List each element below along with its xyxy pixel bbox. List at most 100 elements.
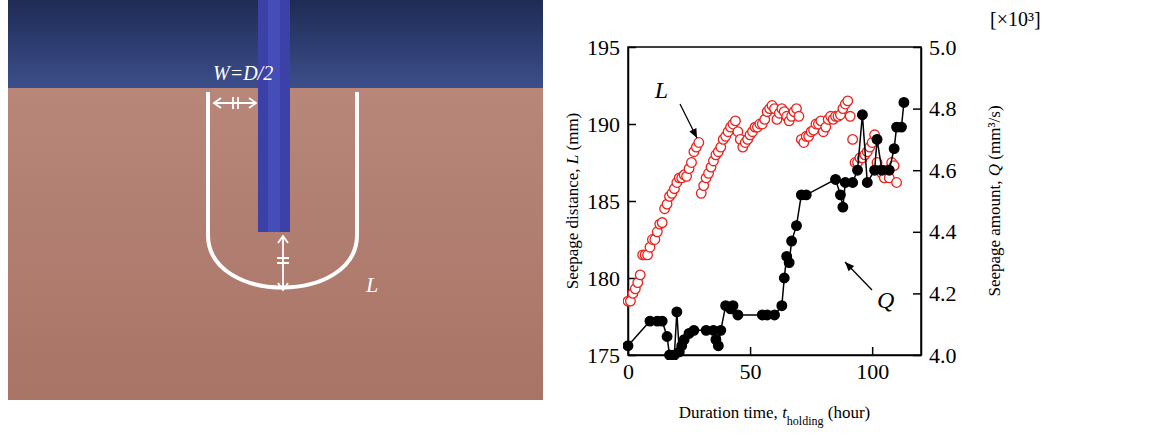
marker	[843, 96, 853, 106]
marker	[853, 165, 863, 175]
annotation-arrowhead	[845, 262, 854, 271]
tick-label: 4.4	[929, 219, 957, 244]
marker	[838, 202, 848, 212]
tick-mark	[872, 347, 874, 355]
tick-label: 4.0	[929, 343, 957, 368]
marker	[635, 270, 645, 280]
series-label: Q	[877, 287, 894, 313]
marker	[794, 112, 804, 122]
series-line	[628, 102, 904, 355]
tick-mark	[628, 124, 636, 126]
tick-mark	[913, 108, 921, 110]
marker	[662, 332, 672, 342]
series-annotation: Q	[845, 262, 894, 313]
marker	[716, 326, 726, 336]
marker	[862, 178, 872, 188]
axis-title: Seepage distance, L (mm)	[563, 113, 582, 290]
marker	[899, 98, 909, 108]
marker	[848, 178, 858, 188]
axis-title-part: Duration time,	[679, 403, 782, 422]
marker	[687, 158, 697, 168]
marker	[657, 316, 667, 326]
tick-label: 175	[587, 343, 620, 368]
axis-title: Duration time, tholding (hour)	[679, 403, 871, 428]
marker	[731, 116, 741, 126]
plot-frame	[628, 47, 921, 355]
axis-multiplier: [×10³]	[990, 8, 1041, 30]
seepage-path	[208, 92, 357, 288]
tick-label: 50	[740, 359, 762, 384]
marker	[733, 310, 743, 320]
series-0	[623, 96, 901, 306]
marker	[779, 273, 789, 283]
tick-label: 100	[856, 359, 889, 384]
marker	[897, 122, 907, 132]
tick: 4.4	[913, 219, 957, 244]
marker	[884, 165, 894, 175]
y2-axis: 4.0 4.2 4.4 4.6 4.8 5.0	[913, 35, 957, 368]
annotation-arrowhead	[689, 128, 697, 138]
tick-mark	[913, 170, 921, 172]
marker	[836, 190, 846, 200]
marker	[872, 135, 882, 145]
axis-title-part: Q	[985, 164, 1004, 176]
tick: 100	[856, 347, 889, 384]
tick-label: 185	[587, 189, 620, 214]
tick-label: 4.6	[929, 158, 957, 183]
tick-label: 195	[587, 35, 620, 60]
marker	[770, 310, 780, 320]
marker	[858, 110, 868, 120]
marker	[845, 112, 855, 122]
tick-mark	[750, 347, 752, 355]
marker	[672, 307, 682, 317]
marker	[784, 258, 794, 268]
axis-title-part: (hour)	[824, 403, 871, 422]
axis-title-part: Seepage distance,	[563, 164, 582, 289]
marker	[801, 190, 811, 200]
marker	[694, 138, 704, 148]
tick-mark	[913, 293, 921, 295]
marker	[831, 175, 841, 185]
length-label: L	[365, 272, 378, 297]
tick-label: 0	[623, 359, 634, 384]
axis-title-part: (mm)	[563, 113, 582, 155]
axis-title-part: holding	[787, 414, 824, 428]
tick: 50	[740, 347, 762, 384]
axis-title-part: L	[563, 155, 582, 165]
marker	[892, 178, 902, 188]
tick-mark	[913, 232, 921, 234]
tick: 4.6	[913, 158, 957, 183]
marker	[728, 301, 738, 311]
marker	[623, 341, 633, 351]
tick-label: 4.8	[929, 96, 957, 121]
series-1	[623, 98, 909, 360]
sheet-pile-shade	[268, 0, 280, 232]
tick-label: 5.0	[929, 35, 957, 60]
tick: 4.2	[913, 281, 957, 306]
marker	[792, 221, 802, 231]
chart: 0 50 100 175 180 185 190 195 4.0 4.2 4.4 4.6 4.8 5.0 L…	[563, 8, 1041, 428]
photo-panel: W=D/2 L	[8, 0, 543, 400]
series-annotation: L	[654, 77, 697, 138]
marker	[777, 301, 787, 311]
tick: 4.8	[913, 96, 957, 121]
tick-label: 180	[587, 266, 620, 291]
marker	[848, 135, 858, 145]
marker	[889, 144, 899, 154]
series-label: L	[654, 77, 668, 103]
axis-title: Seepage amount, Q (mm³/s)	[985, 105, 1004, 296]
plot-marks	[623, 96, 909, 360]
axis-title-part: (mm³/s)	[985, 105, 1004, 163]
marker	[787, 236, 797, 246]
tick-label: 190	[587, 112, 620, 137]
sheet-pile	[258, 0, 290, 232]
axis-title-part: Seepage amount,	[985, 176, 1004, 296]
tick-label: 4.2	[929, 281, 957, 306]
annotation-arrow	[845, 262, 872, 290]
x-axis: 0 50 100	[623, 347, 922, 384]
marker	[657, 218, 667, 228]
width-label: W=D/2	[213, 62, 273, 84]
marker	[689, 326, 699, 336]
dimension-arrows	[214, 97, 289, 290]
marker	[714, 341, 724, 351]
